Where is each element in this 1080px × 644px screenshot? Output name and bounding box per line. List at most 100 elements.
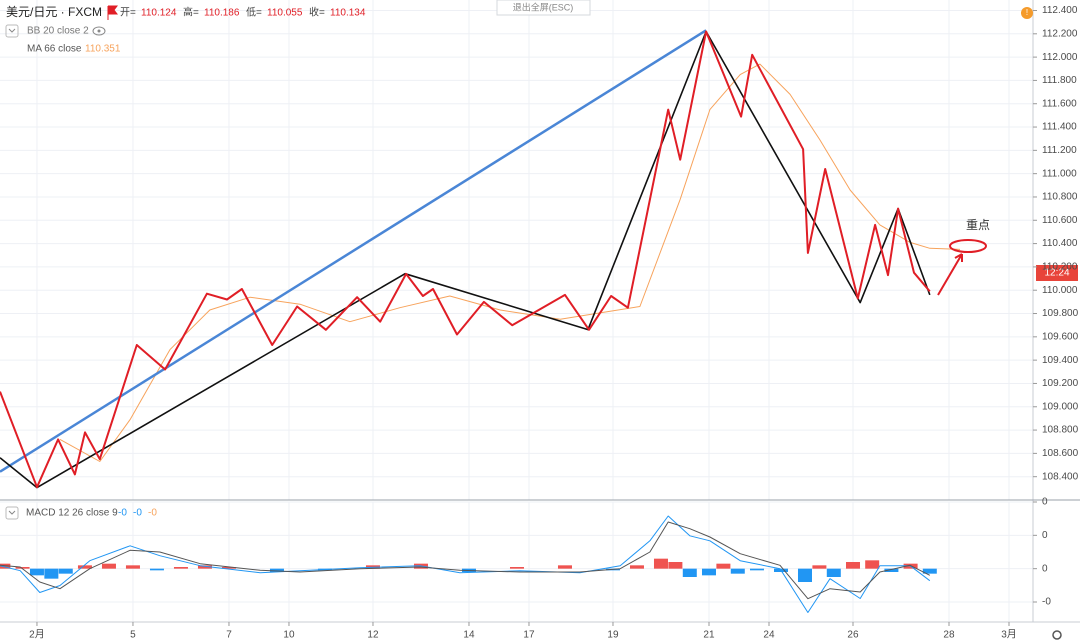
y-tick-label: 110.600 [1042, 215, 1078, 226]
macd-histogram-bar [269, 568, 284, 572]
macd-title: MACD 12 26 close 9 [26, 508, 118, 519]
y-tick-label: 112.400 [1042, 5, 1078, 16]
ohlc-label: 开= [120, 8, 136, 19]
y-tick-label: 0 [1042, 563, 1048, 574]
collapse-toggle[interactable] [5, 24, 19, 38]
macd-histogram-bar [749, 568, 764, 571]
plot-area [0, 29, 961, 489]
flag-icon [107, 5, 118, 20]
alert-mark: ! [1026, 8, 1028, 17]
macd-histogram-bar [629, 565, 644, 569]
macd-values: -0 -0 -0 [118, 508, 157, 519]
y-tick-label: 109.000 [1042, 401, 1079, 412]
x-tick-label: 17 [523, 630, 535, 641]
macd-histogram-bar [653, 558, 668, 569]
y-tick-label: 110.000 [1042, 285, 1078, 296]
y-tick-label: 109.800 [1042, 308, 1079, 319]
macd-histogram-bar [29, 568, 44, 576]
x-tick-label: 14 [463, 630, 475, 641]
macd-histogram-bar [77, 565, 92, 569]
macd-line [0, 521, 931, 600]
eye-pupil [97, 29, 101, 33]
y-tick-label: 110.400 [1042, 238, 1078, 249]
ohlc-value: 110.124 [141, 8, 177, 19]
x-tick-label: 19 [607, 630, 619, 641]
y-tick-label: 109.200 [1042, 378, 1079, 389]
ohlc-label: 低= [246, 6, 262, 19]
x-tick-label: 2月 [29, 629, 45, 641]
eye-icon[interactable] [92, 26, 106, 36]
macd-histogram-bar [58, 568, 73, 574]
y-tick-label: -0 [1042, 597, 1051, 608]
macd-histogram-bar [15, 567, 30, 569]
macd-histogram-bar [812, 565, 827, 569]
macd-histogram-bar [125, 565, 140, 569]
y-tick-label: 109.600 [1042, 331, 1079, 342]
macd-value: -0 [148, 508, 157, 519]
trend-line [0, 29, 707, 473]
x-tick-label: 26 [847, 630, 859, 641]
macd-histogram-bar [509, 567, 524, 569]
macd-histogram-bar [884, 568, 899, 572]
y-tick-label: 111.600 [1042, 98, 1077, 109]
grid [0, 0, 1033, 622]
macd-value: -0 [118, 508, 127, 519]
y-tick-label: 0 [1042, 530, 1048, 541]
x-tick-label: 5 [130, 630, 136, 641]
macd-histogram-bar [826, 568, 841, 577]
y-tick-label: 112.200 [1042, 28, 1078, 39]
ohlc-value: 110.134 [330, 8, 366, 19]
macd-histogram-bar [730, 568, 745, 574]
macd-histogram-bar [797, 568, 812, 582]
trend-line [0, 30, 931, 489]
exit-fullscreen-label[interactable]: 退出全屏(ESC) [513, 1, 574, 12]
y-tick-label: 109.400 [1042, 355, 1079, 366]
macd-histogram-bar [701, 568, 716, 576]
x-tick-label: 24 [763, 630, 775, 641]
x-tick-label: 21 [703, 630, 715, 641]
macd-histogram-bar [865, 560, 880, 569]
price-badge-label: 12:24 [1044, 268, 1069, 279]
macd-histogram-bar [221, 567, 236, 569]
trend-line [0, 30, 931, 489]
chevron [8, 510, 16, 515]
annotation-ellipse [949, 239, 987, 253]
ohlc-label: 高= [183, 6, 199, 19]
x-tick-label: 3月 [1001, 629, 1017, 641]
ohlc-value: 110.186 [204, 8, 240, 19]
macd-histogram-bar [44, 568, 59, 579]
macd-histogram-bar [668, 562, 683, 569]
collapse-toggle[interactable] [5, 506, 19, 520]
price-badge [1036, 265, 1078, 281]
ohlc-label: 收= [309, 6, 325, 19]
macd-histogram-bar [173, 567, 188, 569]
symbol: 美元/日元 · FXCM [6, 5, 102, 19]
y-tick-label: 111.800 [1042, 75, 1077, 86]
chevron [8, 28, 16, 33]
y-tick-label: 108.800 [1042, 425, 1079, 436]
y-tick-label: 0 [1042, 497, 1048, 508]
annotation-arrow [937, 253, 963, 296]
macd-value: -0 [133, 508, 142, 519]
indicator-name: BB 20 close 2 [27, 26, 89, 37]
y-tick-label: 112.000 [1042, 52, 1078, 63]
x-tick-label: 7 [226, 630, 232, 641]
ohlc-legend: 开= 110.124 高= 110.186 低= 110.055 收= 110.134 [120, 6, 366, 19]
macd-histogram-bar [197, 565, 212, 569]
annotation: 重点 [966, 218, 990, 232]
indicator-value: 110.351 [85, 44, 121, 55]
macd-histogram-bar [845, 562, 860, 569]
ohlc-value: 110.055 [267, 8, 303, 19]
macd-histogram-bar [557, 565, 572, 569]
macd-panel [0, 515, 937, 613]
y-tick-label: 111.200 [1042, 145, 1077, 156]
macd-histogram-bar [149, 568, 164, 571]
y-tick-label: 108.600 [1042, 448, 1079, 459]
macd-histogram-bar [101, 563, 116, 569]
settings-icon[interactable] [1052, 630, 1062, 640]
y-tick-label: 110.200 [1042, 262, 1078, 273]
macd-histogram-bar [922, 568, 937, 574]
exit-fullscreen-button[interactable] [496, 0, 591, 16]
alert-icon[interactable] [1021, 7, 1033, 19]
